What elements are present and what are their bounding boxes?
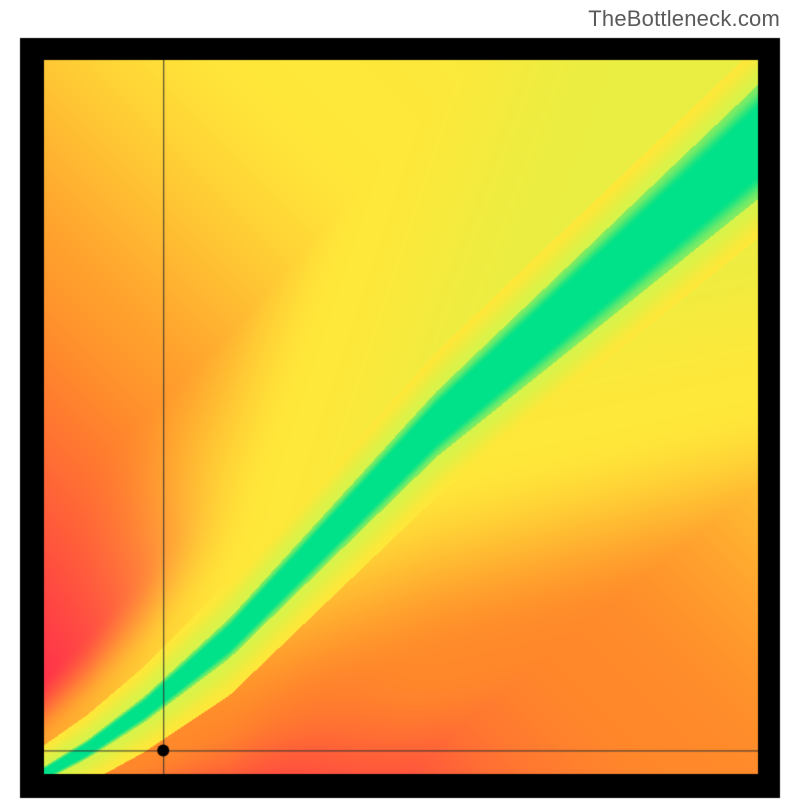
attribution-text: TheBottleneck.com xyxy=(588,6,780,32)
heatmap-canvas xyxy=(0,0,800,800)
image-root: TheBottleneck.com xyxy=(0,0,800,800)
